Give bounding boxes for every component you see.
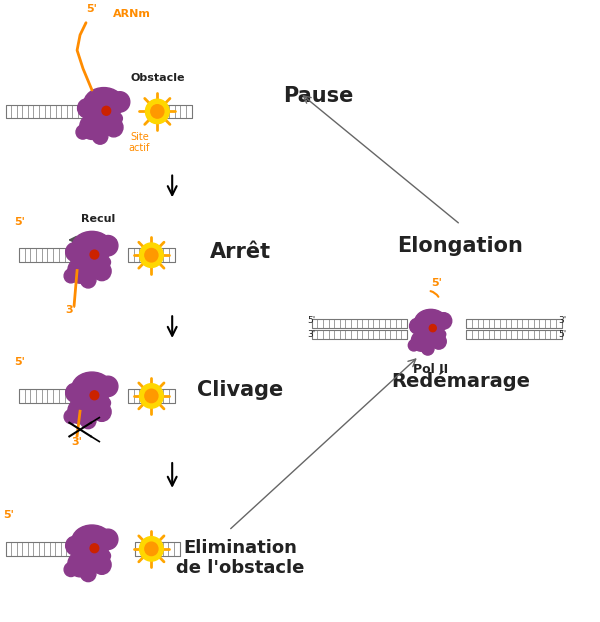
Circle shape <box>65 243 84 262</box>
Ellipse shape <box>72 231 112 263</box>
Circle shape <box>92 402 111 421</box>
Circle shape <box>64 562 78 577</box>
Ellipse shape <box>80 394 110 412</box>
Text: Pol II: Pol II <box>413 363 448 376</box>
Bar <box>312 320 407 328</box>
Circle shape <box>80 114 104 139</box>
Text: Elongation: Elongation <box>398 236 523 256</box>
Text: Arrêt: Arrêt <box>210 242 271 262</box>
Circle shape <box>145 389 158 402</box>
Circle shape <box>412 331 431 351</box>
Circle shape <box>104 118 123 137</box>
Circle shape <box>64 269 78 283</box>
Circle shape <box>139 537 163 561</box>
Circle shape <box>80 566 96 582</box>
Circle shape <box>409 340 419 351</box>
Text: 5': 5' <box>431 278 442 288</box>
Circle shape <box>145 248 158 262</box>
Circle shape <box>92 555 111 574</box>
Circle shape <box>90 250 99 259</box>
Circle shape <box>68 258 92 283</box>
Ellipse shape <box>80 547 110 565</box>
Circle shape <box>76 125 89 139</box>
Circle shape <box>80 272 96 288</box>
Text: 3': 3' <box>307 330 316 338</box>
Circle shape <box>139 243 163 267</box>
Ellipse shape <box>84 88 124 119</box>
Circle shape <box>90 391 99 400</box>
Circle shape <box>80 413 96 429</box>
Text: Recul: Recul <box>81 213 115 223</box>
Bar <box>6 104 89 118</box>
Circle shape <box>68 399 92 424</box>
Ellipse shape <box>72 372 112 404</box>
Ellipse shape <box>80 253 110 271</box>
Text: Pause: Pause <box>283 86 353 106</box>
Circle shape <box>98 529 118 549</box>
Text: 3': 3' <box>66 305 77 315</box>
Circle shape <box>98 376 118 397</box>
Bar <box>128 248 175 262</box>
Bar <box>135 542 179 555</box>
Circle shape <box>110 91 130 112</box>
Text: Obstacle: Obstacle <box>130 73 185 83</box>
Text: 5': 5' <box>559 330 567 338</box>
Circle shape <box>145 542 158 555</box>
Bar <box>19 389 82 402</box>
Circle shape <box>422 342 434 355</box>
Bar <box>6 542 83 555</box>
Circle shape <box>151 104 164 118</box>
Circle shape <box>98 236 118 256</box>
Bar <box>147 104 191 118</box>
Bar <box>128 389 175 402</box>
Circle shape <box>77 99 96 118</box>
Bar <box>312 330 407 339</box>
Circle shape <box>92 262 111 281</box>
Text: 5': 5' <box>3 510 14 520</box>
Circle shape <box>90 544 99 553</box>
Text: Site
actif: Site actif <box>129 132 150 153</box>
Text: Elimination
de l'obstacle: Elimination de l'obstacle <box>176 539 305 577</box>
Circle shape <box>139 384 163 408</box>
Text: 5': 5' <box>86 4 97 14</box>
Circle shape <box>64 410 78 424</box>
Circle shape <box>145 99 169 124</box>
Text: Redémarage: Redémarage <box>391 371 530 391</box>
Bar <box>466 330 562 339</box>
Circle shape <box>436 313 452 329</box>
Text: 5': 5' <box>307 315 316 325</box>
Text: 3': 3' <box>71 437 83 447</box>
Text: 5': 5' <box>14 216 26 226</box>
Circle shape <box>429 325 436 332</box>
Text: 3': 3' <box>559 315 567 325</box>
Circle shape <box>102 106 110 115</box>
Text: 5': 5' <box>14 357 26 368</box>
Ellipse shape <box>72 525 112 557</box>
Circle shape <box>92 128 108 144</box>
Circle shape <box>431 334 446 349</box>
Ellipse shape <box>421 327 446 341</box>
Text: Clivage: Clivage <box>197 380 284 400</box>
Circle shape <box>65 536 84 555</box>
Bar <box>19 248 82 262</box>
Circle shape <box>68 552 92 577</box>
Text: ARNm: ARNm <box>113 9 151 19</box>
Ellipse shape <box>91 109 122 127</box>
Bar <box>466 320 562 328</box>
Circle shape <box>65 383 84 402</box>
Circle shape <box>410 318 425 334</box>
Ellipse shape <box>415 309 447 335</box>
